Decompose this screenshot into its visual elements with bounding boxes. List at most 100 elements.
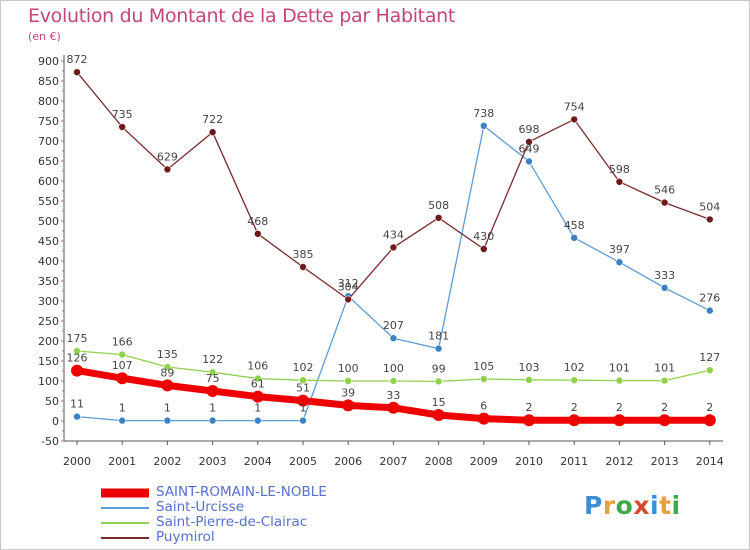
data-point-2 [705,366,714,375]
data-point-3 [299,263,307,271]
y-tick-label: 750 [38,115,59,128]
y-tick-label: 800 [38,95,59,108]
data-label-3: 754 [564,100,585,113]
data-point-0 [251,390,264,403]
data-label-0: 2 [616,401,623,414]
y-tick-label: 600 [38,175,59,188]
data-label-2: 102 [293,361,314,374]
line-chart: -50 0 50 100 150 200 250 300 350 400 450 500 550 600 6… [38,53,724,468]
x-tick-label: 2003 [199,455,227,468]
y-tick-label: 900 [38,55,59,68]
data-label-2: 127 [699,351,720,364]
data-label-1: 207 [383,319,404,332]
data-point-2 [570,376,579,385]
y-tick-label: 450 [38,235,59,248]
x-tick-label: 2010 [515,455,543,468]
data-label-1: 276 [699,292,720,305]
x-tick-label: 2005 [289,455,317,468]
data-label-0: 75 [206,372,220,385]
data-point-0 [613,414,626,427]
data-point-0 [568,414,581,427]
data-point-0 [477,412,490,425]
data-point-3 [163,165,172,174]
data-label-1: 1 [164,402,171,415]
data-point-1 [705,306,714,315]
legend-label: Saint-Pierre-de-Clairac [156,514,308,530]
data-label-1: 397 [609,243,630,256]
data-label-3: 735 [112,108,133,121]
data-label-3: 598 [609,163,630,176]
data-label-0: 2 [571,401,578,414]
data-label-1: 11 [70,398,84,411]
data-point-2 [73,347,81,355]
data-point-3 [389,243,398,252]
data-point-3 [615,178,624,186]
data-label-0: 15 [432,396,446,409]
data-label-2: 122 [202,353,223,366]
data-label-0: 2 [661,401,668,414]
data-point-2 [660,376,669,385]
logo-letter: x [633,491,650,520]
data-label-2: 135 [157,348,178,361]
logo-letter: P [584,491,603,520]
data-point-3 [253,230,262,238]
data-point-3 [344,295,353,304]
data-point-3 [479,245,488,253]
data-label-0: 126 [67,352,88,365]
data-label-1: 738 [473,107,494,120]
data-label-0: 2 [706,401,713,414]
x-tick-label: 2014 [696,455,724,468]
legend-swatch [101,506,149,509]
data-point-1 [389,334,398,343]
y-tick-label: 50 [45,395,59,408]
y-tick-label: 400 [38,255,59,268]
data-label-2: 101 [654,362,675,375]
data-point-3 [73,68,81,76]
series-line-3 [76,71,711,301]
x-tick-label: 2012 [605,455,633,468]
logo-letter: t [659,491,672,520]
data-label-3: 430 [473,230,494,243]
y-tick-label: 150 [38,355,59,368]
data-label-1: 1 [254,402,261,415]
y-tick-label: 250 [38,315,59,328]
data-point-0 [161,379,174,392]
y-tick-label: 100 [38,375,59,388]
data-point-2 [118,350,126,359]
data-point-1 [434,344,443,353]
data-point-2 [163,363,172,371]
data-label-3: 872 [67,53,88,66]
data-label-1: 649 [519,142,540,155]
legend-swatch [101,536,149,539]
data-label-3: 468 [247,215,268,228]
data-point-1 [253,416,262,425]
x-tick-label: 2006 [334,455,362,468]
data-point-0 [116,372,129,385]
data-label-1: 181 [428,330,449,343]
data-point-3 [525,138,533,146]
y-tick-label: 0 [52,415,59,428]
data-label-2: 175 [67,332,88,345]
legend-label: Saint-Urcisse [156,499,244,515]
data-point-2 [299,376,307,385]
data-point-1 [73,412,81,421]
data-label-0: 6 [480,400,487,413]
data-label-3: 629 [157,150,178,163]
x-tick-label: 2008 [425,455,453,468]
y-tick-label: 650 [38,155,59,168]
data-point-0 [523,414,535,427]
legend-label: SAINT-ROMAIN-LE-NOBLE [156,484,327,500]
x-tick-label: 2001 [108,455,136,468]
data-point-0 [342,399,355,412]
data-label-2: 102 [564,361,585,374]
logo-letter: i [650,491,660,520]
data-label-3: 434 [383,228,404,241]
data-point-1 [525,157,533,166]
data-point-3 [434,214,443,222]
data-point-2 [389,377,398,385]
data-label-2: 166 [112,336,133,349]
data-point-1 [479,122,488,130]
x-tick-label: 2000 [63,455,91,468]
x-tick-label: 2004 [244,455,272,468]
data-label-3: 546 [654,184,675,197]
